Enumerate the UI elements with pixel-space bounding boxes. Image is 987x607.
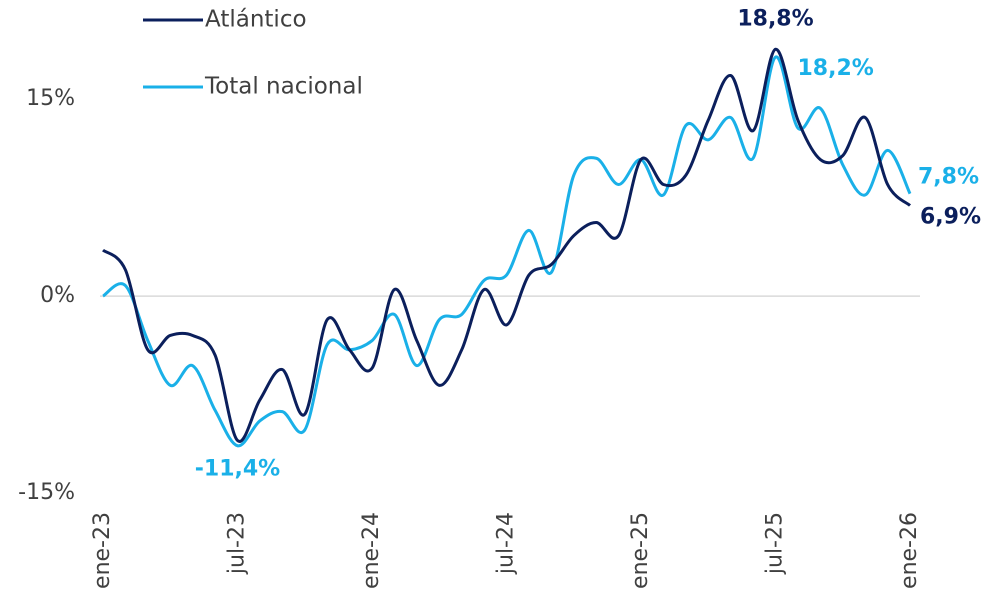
data-label: 7,8%: [918, 165, 979, 190]
legend-label: Atlántico: [205, 7, 307, 33]
x-tick-label: ene-26: [897, 512, 922, 589]
x-tick-label: ene-23: [90, 512, 115, 589]
x-tick-label: jul-25: [763, 512, 788, 575]
data-label: -11,4%: [195, 457, 280, 482]
series-line: [102, 55, 912, 448]
data-label: 6,9%: [920, 204, 981, 229]
data-label: 18,8%: [737, 6, 813, 31]
y-tick-label: -15%: [18, 480, 75, 505]
x-tick-label: ene-25: [628, 512, 653, 589]
y-tick-label: 0%: [40, 283, 75, 308]
x-tick-label: jul-24: [494, 512, 519, 575]
data-label: 18,2%: [798, 56, 874, 81]
x-tick-label: jul-23: [225, 512, 250, 575]
legend-label: Total nacional: [204, 74, 363, 100]
series-line: [102, 47, 912, 443]
y-tick-label: 15%: [26, 86, 75, 111]
x-tick-label: ene-24: [359, 512, 384, 589]
